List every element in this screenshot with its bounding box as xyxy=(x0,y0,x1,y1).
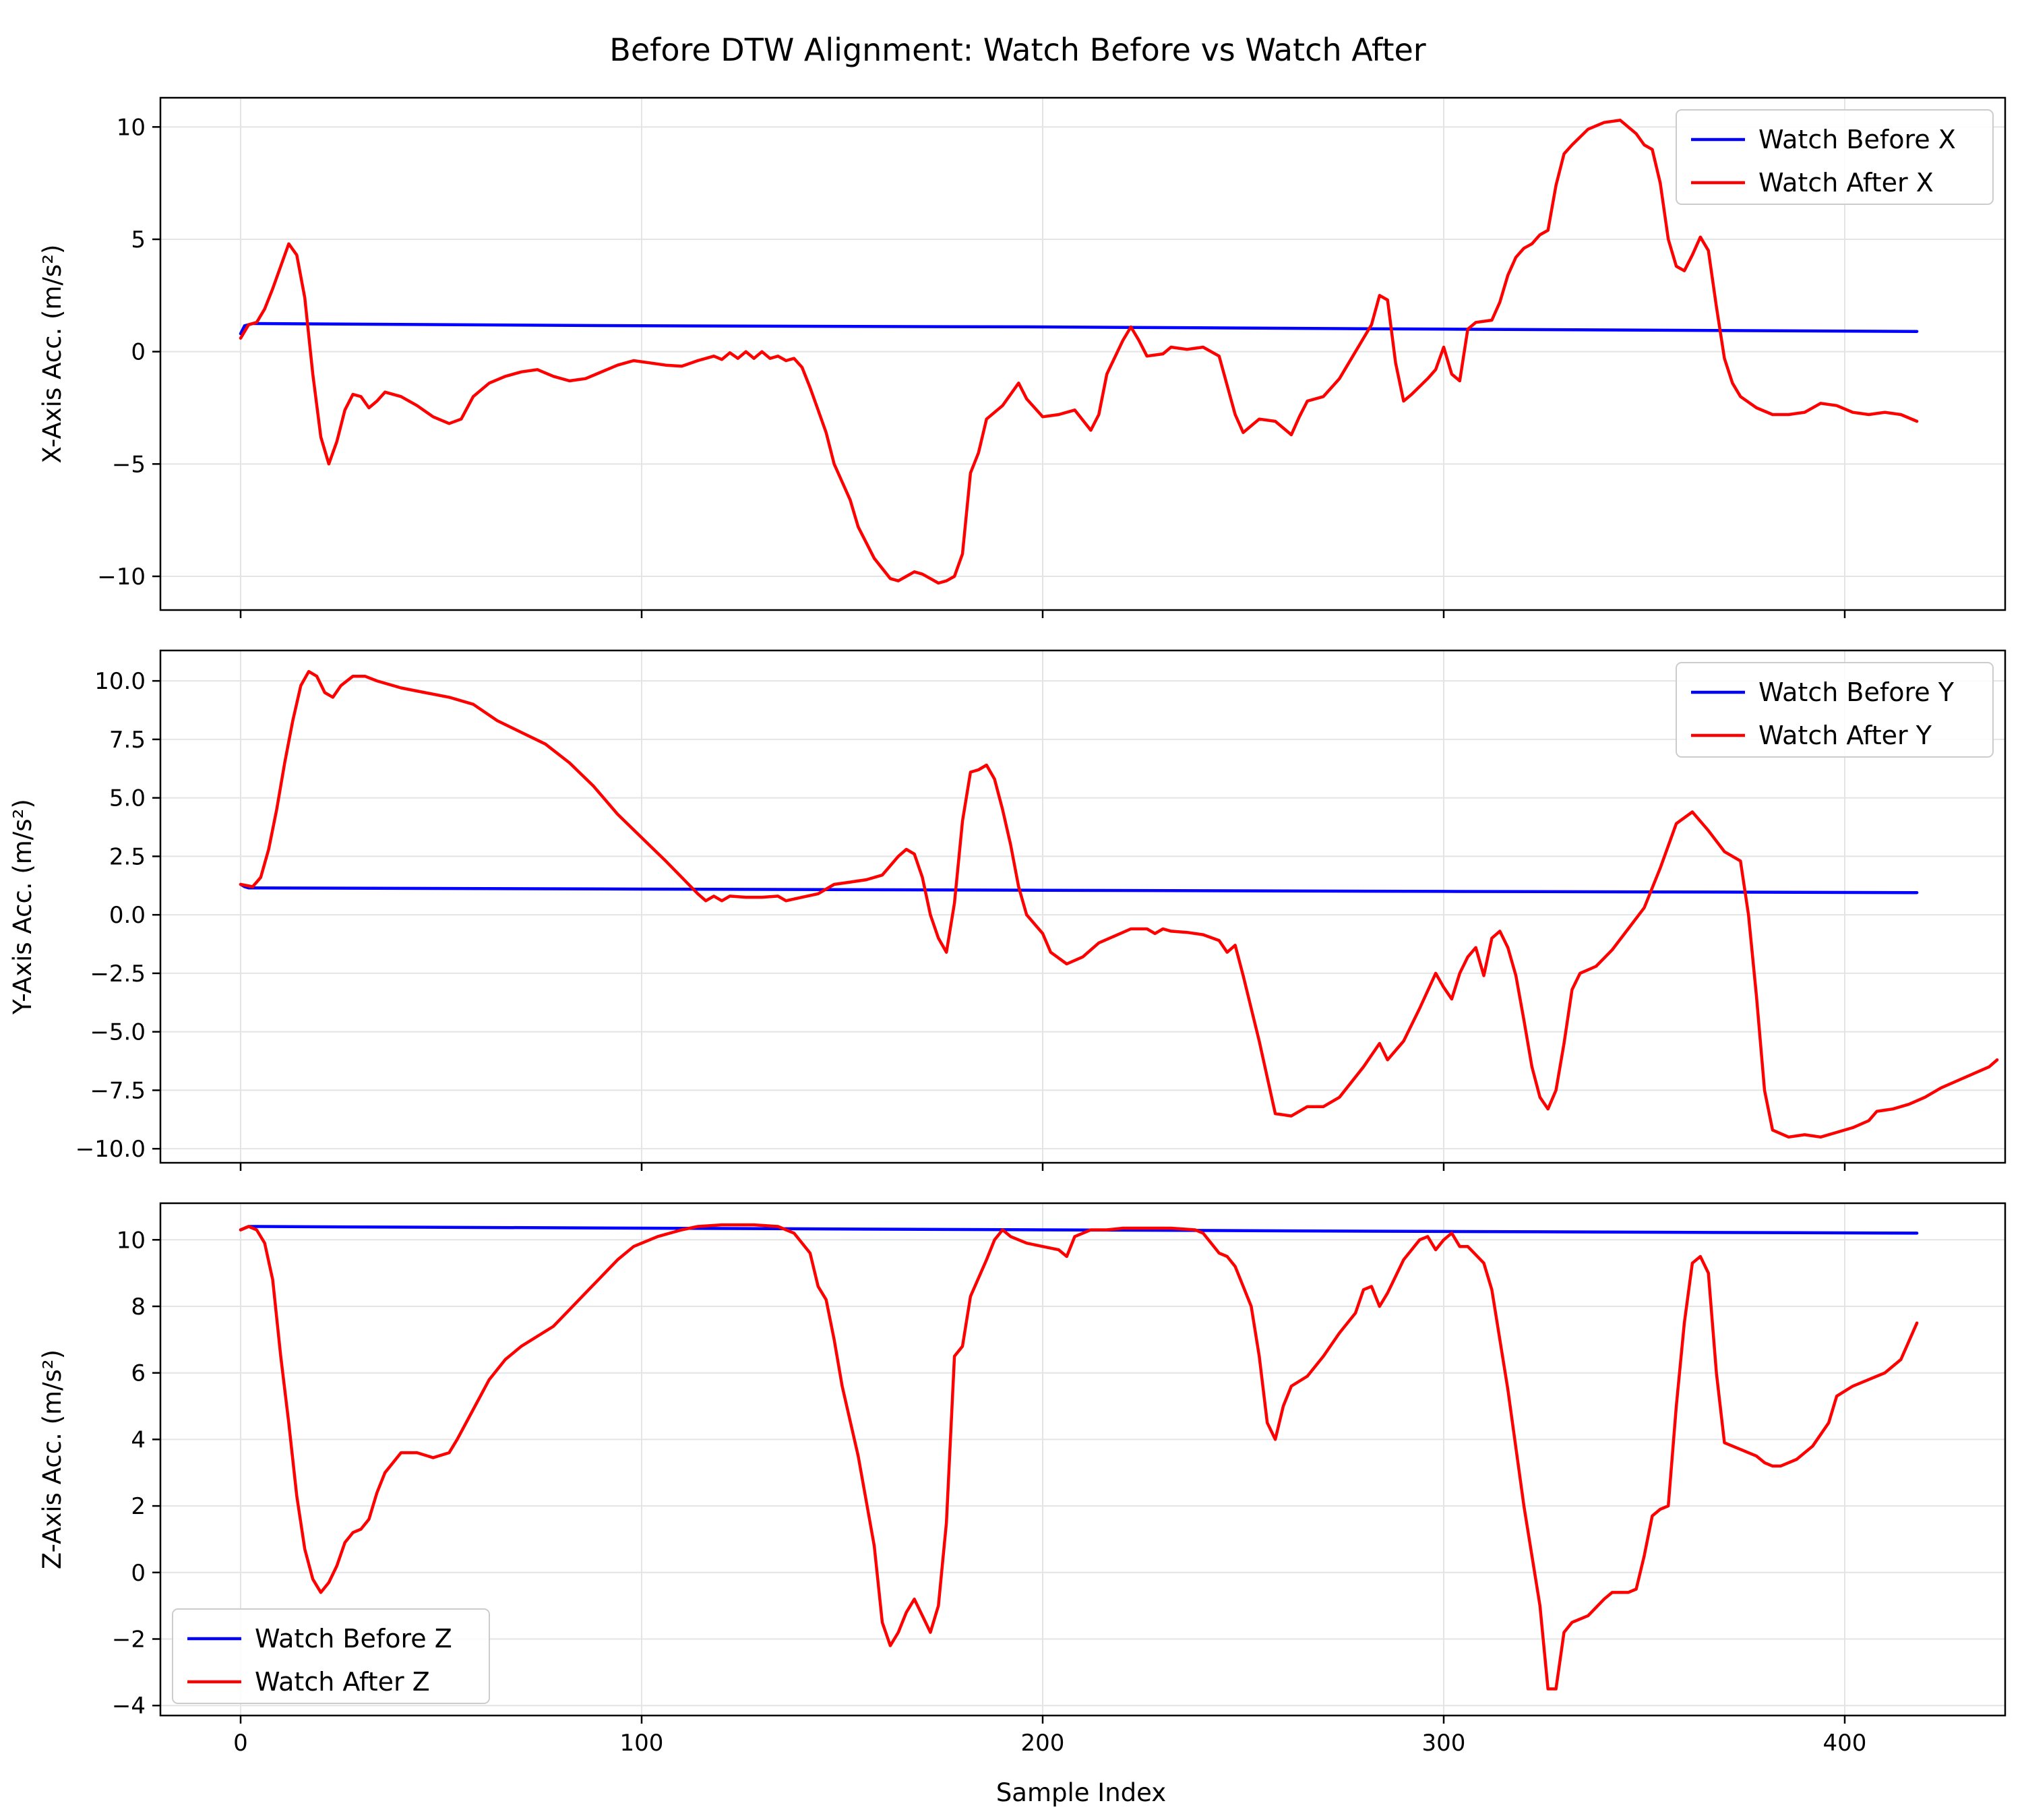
chart-title: Before DTW Alignment: Watch Before vs Wa… xyxy=(609,32,1426,68)
legend-label: Watch After X xyxy=(1758,168,1934,198)
legend: Watch Before Z Watch After Z xyxy=(172,1608,490,1704)
y-tick-label: 10 xyxy=(117,1227,146,1254)
subplot-y: −10.0 −7.5 −5.0 −2.5 0.0 2.5 5.0 7.5 10.0 Y-Axis … xyxy=(8,649,2006,1171)
legend-label: Watch After Y xyxy=(1758,721,1932,750)
y-tick-label: 10.0 xyxy=(94,668,146,695)
x-tick-label: 400 xyxy=(1823,1730,1867,1757)
y-axis-label: X-Axis Acc. (m/s²) xyxy=(38,245,67,464)
y-tick-label: 0.0 xyxy=(109,902,146,929)
axes-frame xyxy=(159,649,2006,1164)
y-tick-label: −2 xyxy=(112,1626,146,1653)
y-tick-label: −5.0 xyxy=(90,1019,146,1046)
series-line-watch-after-z xyxy=(239,1223,1919,1691)
y-tick-label: 2.5 xyxy=(109,843,146,870)
y-axis-label: Z-Axis Acc. (m/s²) xyxy=(38,1349,67,1569)
legend-box xyxy=(172,1608,490,1704)
y-tick-label: 4 xyxy=(131,1426,146,1453)
y-tick-label: −10.0 xyxy=(75,1136,146,1163)
y-tick-label: 7.5 xyxy=(109,727,146,754)
y-tick-label: −7.5 xyxy=(90,1077,146,1104)
axes-frame xyxy=(159,1202,2006,1717)
legend: Watch Before X Watch After X xyxy=(1676,109,1994,205)
legend: Watch Before Y Watch After Y xyxy=(1676,662,1994,758)
legend-label: Watch Before X xyxy=(1758,125,1956,154)
y-tick-label: 2 xyxy=(131,1493,146,1520)
legend-label: Watch Before Y xyxy=(1758,677,1955,707)
x-axis-label: Sample Index xyxy=(996,1778,1166,1807)
y-tick-label: 6 xyxy=(131,1360,146,1387)
series-line-watch-after-x xyxy=(239,119,1919,585)
y-tick-label: 10 xyxy=(117,114,146,141)
y-axis-label: Y-Axis Acc. (m/s²) xyxy=(8,799,37,1015)
y-tick-label: −10 xyxy=(97,564,146,590)
y-tick-label: 5.0 xyxy=(109,785,146,812)
legend-box xyxy=(1676,662,1994,758)
legend-box xyxy=(1676,109,1994,205)
y-tick-label: −5 xyxy=(112,451,146,478)
subplot-z: 0 100 200 300 400 −4 −2 0 2 4 6 8 10 Z-Axis Acc. (m/s… xyxy=(38,1202,2006,1757)
x-tick-label: 0 xyxy=(233,1730,248,1757)
y-tick-label: −2.5 xyxy=(90,961,146,988)
x-tick-label: 200 xyxy=(1021,1730,1065,1757)
series-line-watch-after-y xyxy=(239,669,1999,1139)
subplot-x: −10 −5 0 5 10 X-Axis Acc. (m/s²) Watch Before … xyxy=(38,96,2006,618)
series-line-watch-before-x xyxy=(239,322,1919,336)
x-tick-label: 300 xyxy=(1422,1730,1466,1757)
series-line-watch-before-y xyxy=(239,882,1919,894)
subplots: −10 −5 0 5 10 X-Axis Acc. (m/s²) Watch Before … xyxy=(8,96,2006,1757)
x-tick-label: 100 xyxy=(620,1730,664,1757)
y-tick-label: 0 xyxy=(131,339,146,366)
y-tick-label: −4 xyxy=(112,1693,146,1720)
legend-label: Watch After Z xyxy=(255,1667,430,1697)
legend-label: Watch Before Z xyxy=(255,1624,452,1654)
y-tick-label: 0 xyxy=(131,1560,146,1587)
y-tick-label: 8 xyxy=(131,1294,146,1321)
axes-frame xyxy=(159,96,2006,611)
y-tick-label: 5 xyxy=(131,226,146,253)
